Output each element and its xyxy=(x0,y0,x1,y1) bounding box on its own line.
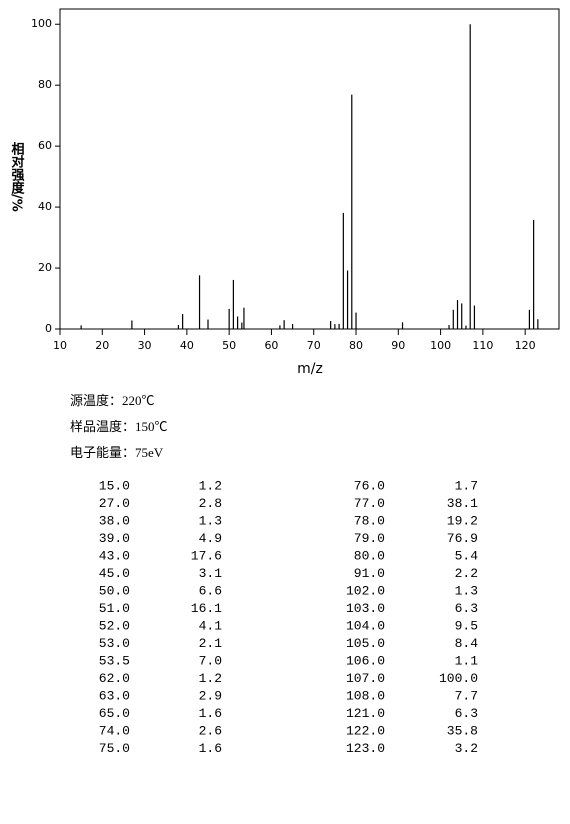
info-line: 源温度：220℃ xyxy=(70,393,155,408)
mz-cell: 79.0 xyxy=(354,531,385,546)
x-tick-label: 30 xyxy=(138,339,152,352)
x-tick-label: 110 xyxy=(472,339,493,352)
x-tick-label: 50 xyxy=(222,339,236,352)
x-tick-label: 80 xyxy=(349,339,363,352)
plot-frame xyxy=(59,8,560,330)
intensity-cell: 3.1 xyxy=(199,566,223,581)
intensity-cell: 1.7 xyxy=(455,478,478,493)
mz-cell: 53.0 xyxy=(99,636,130,651)
x-tick-label: 100 xyxy=(430,339,451,352)
intensity-cell: 76.9 xyxy=(447,531,478,546)
mz-cell: 123.0 xyxy=(346,741,385,756)
mz-cell: 104.0 xyxy=(346,618,385,633)
mz-cell: 53.5 xyxy=(99,653,130,668)
mz-cell: 121.0 xyxy=(346,706,385,721)
intensity-cell: 19.2 xyxy=(447,513,478,528)
x-axis-label: m/z xyxy=(297,361,323,377)
intensity-cell: 2.9 xyxy=(199,688,222,703)
x-tick-label: 90 xyxy=(391,339,405,352)
intensity-cell: 16.1 xyxy=(191,601,222,616)
intensity-cell: 1.2 xyxy=(199,671,222,686)
intensity-cell: 38.1 xyxy=(447,496,478,511)
intensity-cell: 1.6 xyxy=(199,706,222,721)
mz-cell: 51.0 xyxy=(99,601,130,616)
mz-cell: 38.0 xyxy=(99,513,130,528)
y-axis-label: 相对强度/% xyxy=(9,141,25,211)
x-tick-label: 120 xyxy=(515,339,536,352)
mz-cell: 45.0 xyxy=(99,566,130,581)
mz-cell: 106.0 xyxy=(346,653,385,668)
info-line: 样品温度：150℃ xyxy=(70,419,168,434)
x-tick-label: 10 xyxy=(53,339,67,352)
intensity-cell: 4.1 xyxy=(199,618,223,633)
intensity-cell: 35.8 xyxy=(447,723,478,738)
y-tick-label: 60 xyxy=(38,139,52,152)
mz-cell: 62.0 xyxy=(99,671,130,686)
intensity-cell: 2.1 xyxy=(199,636,223,651)
intensity-cell: 2.6 xyxy=(199,723,222,738)
mz-cell: 50.0 xyxy=(99,583,130,598)
mz-cell: 77.0 xyxy=(354,496,385,511)
x-tick-label: 70 xyxy=(307,339,321,352)
mz-cell: 105.0 xyxy=(346,636,385,651)
mz-cell: 108.0 xyxy=(346,688,385,703)
mz-cell: 76.0 xyxy=(354,478,385,493)
intensity-cell: 2.8 xyxy=(199,496,222,511)
intensity-cell: 6.3 xyxy=(455,706,478,721)
mz-cell: 63.0 xyxy=(99,688,130,703)
mz-cell: 78.0 xyxy=(354,513,385,528)
mz-cell: 74.0 xyxy=(99,723,130,738)
intensity-cell: 5.4 xyxy=(455,548,479,563)
mz-cell: 43.0 xyxy=(99,548,130,563)
mz-cell: 91.0 xyxy=(354,566,385,581)
intensity-cell: 6.6 xyxy=(199,583,222,598)
mz-cell: 122.0 xyxy=(346,723,385,738)
y-tick-label: 20 xyxy=(38,261,52,274)
mz-cell: 15.0 xyxy=(99,478,130,493)
mz-cell: 75.0 xyxy=(99,741,130,756)
mz-cell: 103.0 xyxy=(346,601,385,616)
mz-cell: 107.0 xyxy=(346,671,385,686)
mz-cell: 52.0 xyxy=(99,618,130,633)
intensity-cell: 9.5 xyxy=(455,618,478,633)
mz-cell: 102.0 xyxy=(346,583,385,598)
y-tick-label: 0 xyxy=(45,322,52,335)
mz-cell: 27.0 xyxy=(99,496,130,511)
mz-cell: 80.0 xyxy=(354,548,385,563)
intensity-cell: 1.1 xyxy=(455,653,479,668)
intensity-cell: 17.6 xyxy=(191,548,222,563)
intensity-cell: 2.2 xyxy=(455,566,478,581)
intensity-cell: 6.3 xyxy=(455,601,478,616)
x-tick-label: 20 xyxy=(95,339,109,352)
intensity-cell: 7.0 xyxy=(199,653,222,668)
intensity-cell: 7.7 xyxy=(455,688,478,703)
intensity-cell: 8.4 xyxy=(455,636,479,651)
x-tick-label: 60 xyxy=(264,339,278,352)
intensity-cell: 1.2 xyxy=(199,478,222,493)
intensity-cell: 100.0 xyxy=(439,671,478,686)
mz-cell: 65.0 xyxy=(99,706,130,721)
y-tick-label: 80 xyxy=(38,78,52,91)
intensity-cell: 1.6 xyxy=(199,741,222,756)
y-tick-label: 100 xyxy=(31,17,52,30)
intensity-cell: 1.3 xyxy=(199,513,222,528)
info-line: 电子能量：75eV xyxy=(70,445,164,460)
y-tick-label: 40 xyxy=(38,200,52,213)
intensity-cell: 1.3 xyxy=(455,583,478,598)
intensity-cell: 4.9 xyxy=(199,531,222,546)
mz-cell: 39.0 xyxy=(99,531,130,546)
intensity-cell: 3.2 xyxy=(455,741,478,756)
x-tick-label: 40 xyxy=(180,339,194,352)
